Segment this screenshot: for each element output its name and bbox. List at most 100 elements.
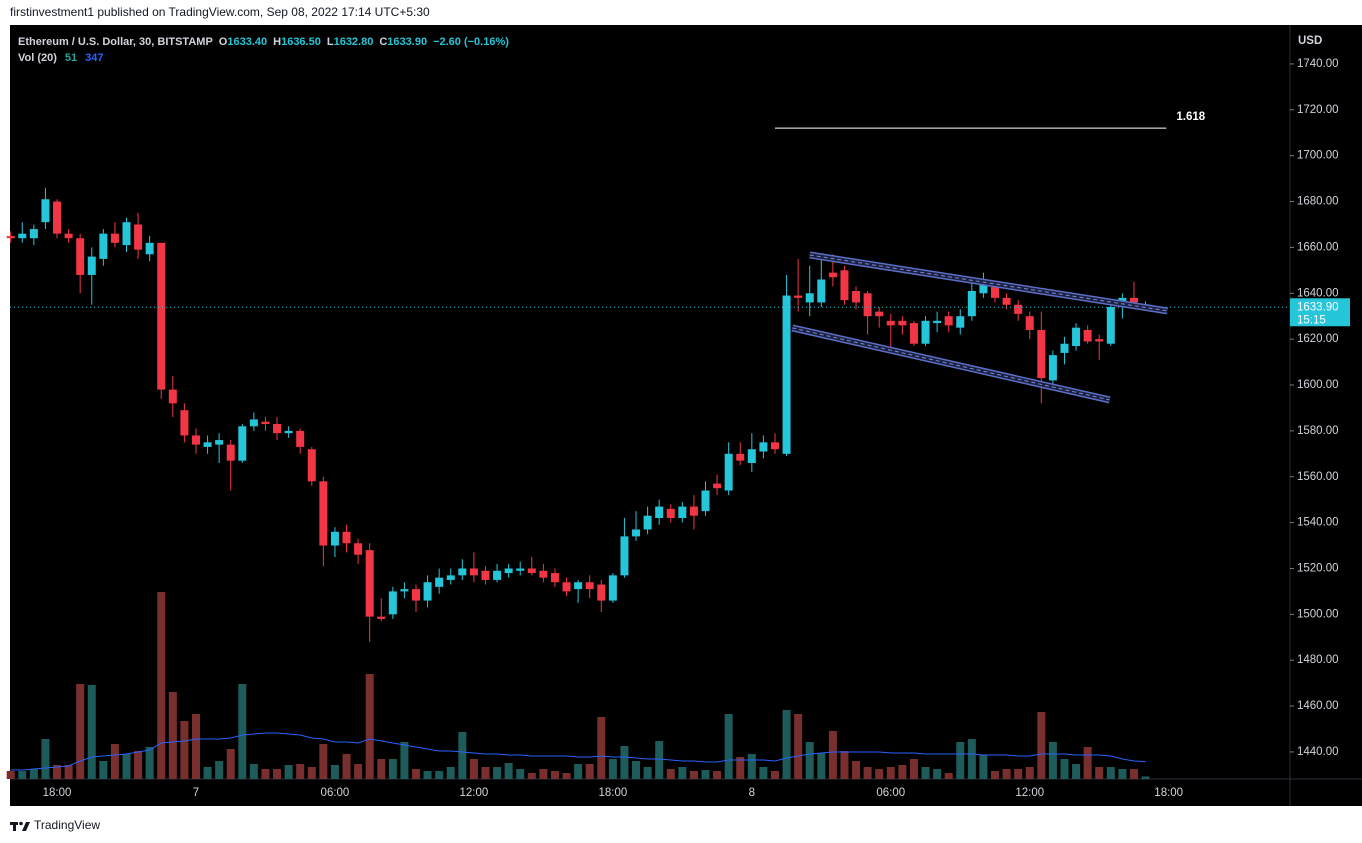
- candle-body: [122, 222, 131, 246]
- y-tick-label: 1460.00: [1297, 700, 1339, 712]
- volume-bar: [134, 751, 143, 779]
- volume-bar: [342, 754, 351, 779]
- volume-bar: [400, 742, 409, 779]
- x-tick-label: 06:00: [876, 787, 905, 799]
- candle-body: [863, 293, 872, 317]
- candle-body: [979, 284, 988, 294]
- volume-bar: [365, 674, 374, 779]
- volume-bar: [967, 739, 976, 779]
- volume-bar: [550, 771, 559, 779]
- volume-bar: [203, 767, 212, 779]
- y-tick-label: 1520.00: [1297, 563, 1339, 575]
- y-tick-label: 1640.00: [1297, 287, 1339, 299]
- volume-bar: [1095, 767, 1104, 779]
- channel-line-center: [792, 327, 1110, 401]
- c-value: 1633.90: [387, 36, 427, 48]
- volume-bar: [446, 767, 455, 779]
- x-tick-label: 06:00: [321, 787, 350, 799]
- volume-bar: [840, 751, 849, 779]
- y-tick-label: 1480.00: [1297, 654, 1339, 666]
- candle-body: [747, 449, 756, 463]
- candle-body: [29, 229, 38, 239]
- volume-bar: [701, 770, 710, 779]
- volume-bar: [296, 764, 305, 779]
- candle-body: [1025, 316, 1034, 330]
- candle-body: [666, 508, 675, 519]
- volume-bar: [1002, 769, 1011, 779]
- y-tick-label: 1500.00: [1297, 608, 1339, 620]
- candle-body: [933, 320, 942, 324]
- volume-bar: [41, 739, 50, 779]
- volume-bar: [666, 769, 675, 779]
- candle-body: [852, 290, 861, 303]
- x-tick-label: 8: [749, 787, 755, 799]
- candle-body: [805, 293, 814, 303]
- candle-body: [724, 453, 733, 491]
- y-tick-label: 1740.00: [1297, 58, 1339, 70]
- y-tick-label: 1620.00: [1297, 333, 1339, 345]
- volume-bar: [620, 746, 629, 779]
- volume-bar: [388, 759, 397, 779]
- volume-bar: [1037, 712, 1046, 779]
- candle-body: [736, 453, 745, 461]
- x-tick-label: 18:00: [1154, 787, 1183, 799]
- volume-bar: [168, 692, 177, 779]
- y-tick-label: 1720.00: [1297, 104, 1339, 116]
- candle-body: [504, 568, 513, 574]
- volume-bar: [412, 769, 420, 779]
- x-tick-label: 18:00: [43, 787, 72, 799]
- x-tick-label: 12:00: [460, 787, 489, 799]
- candle-body: [1095, 339, 1104, 342]
- volume-bar: [597, 717, 606, 779]
- candle-body: [956, 316, 965, 328]
- candle-body: [76, 238, 85, 275]
- last-price-box: [1290, 298, 1350, 327]
- y-tick-label: 1660.00: [1297, 241, 1339, 253]
- volume-bar: [1106, 767, 1115, 779]
- candle-body: [226, 444, 235, 461]
- volume-label: Vol (20): [18, 52, 57, 64]
- volume-bar: [574, 764, 583, 779]
- candle-body: [620, 536, 629, 576]
- candle-body: [875, 311, 884, 317]
- logo-part: [13, 822, 16, 831]
- volume-bar: [759, 767, 768, 779]
- volume-bar: [273, 769, 282, 779]
- candle-body: [1002, 297, 1011, 305]
- candle-body: [6, 235, 15, 239]
- volume-bar: [1014, 769, 1023, 779]
- volume-bar: [191, 714, 200, 779]
- volume-bar: [1072, 764, 1081, 779]
- candle-body: [53, 201, 62, 234]
- volume-bar: [1129, 769, 1138, 779]
- candle-body: [713, 483, 722, 489]
- volume-bar: [724, 714, 733, 779]
- candle-body: [643, 515, 652, 530]
- candle-body: [562, 582, 571, 592]
- candle-body: [1014, 304, 1023, 314]
- volume-value: 51: [65, 52, 77, 64]
- volume-ma-value: 347: [85, 52, 103, 64]
- candle-body: [493, 570, 502, 580]
- candle-body: [516, 568, 525, 571]
- volume-bar: [713, 771, 722, 779]
- ohlc-legend: Ethereum / U.S. Dollar, 30, BITSTAMP O163…: [18, 36, 509, 48]
- candle-body: [134, 224, 143, 250]
- candle-body: [550, 573, 559, 583]
- volume-bar: [678, 767, 687, 779]
- volume-bar: [469, 759, 478, 779]
- o-label: O: [219, 36, 228, 48]
- volume-bar: [875, 769, 884, 779]
- candle-body: [64, 233, 73, 239]
- volume-bar: [608, 759, 617, 779]
- tradingview-logo: [10, 821, 30, 831]
- candle-body: [828, 272, 837, 278]
- channel-line-center: [809, 254, 1168, 312]
- candle-body: [319, 481, 328, 546]
- candle-body: [632, 529, 641, 537]
- candle-body: [585, 582, 594, 590]
- candle-body: [87, 256, 96, 275]
- candle-body: [180, 410, 189, 436]
- candle-body: [249, 419, 258, 427]
